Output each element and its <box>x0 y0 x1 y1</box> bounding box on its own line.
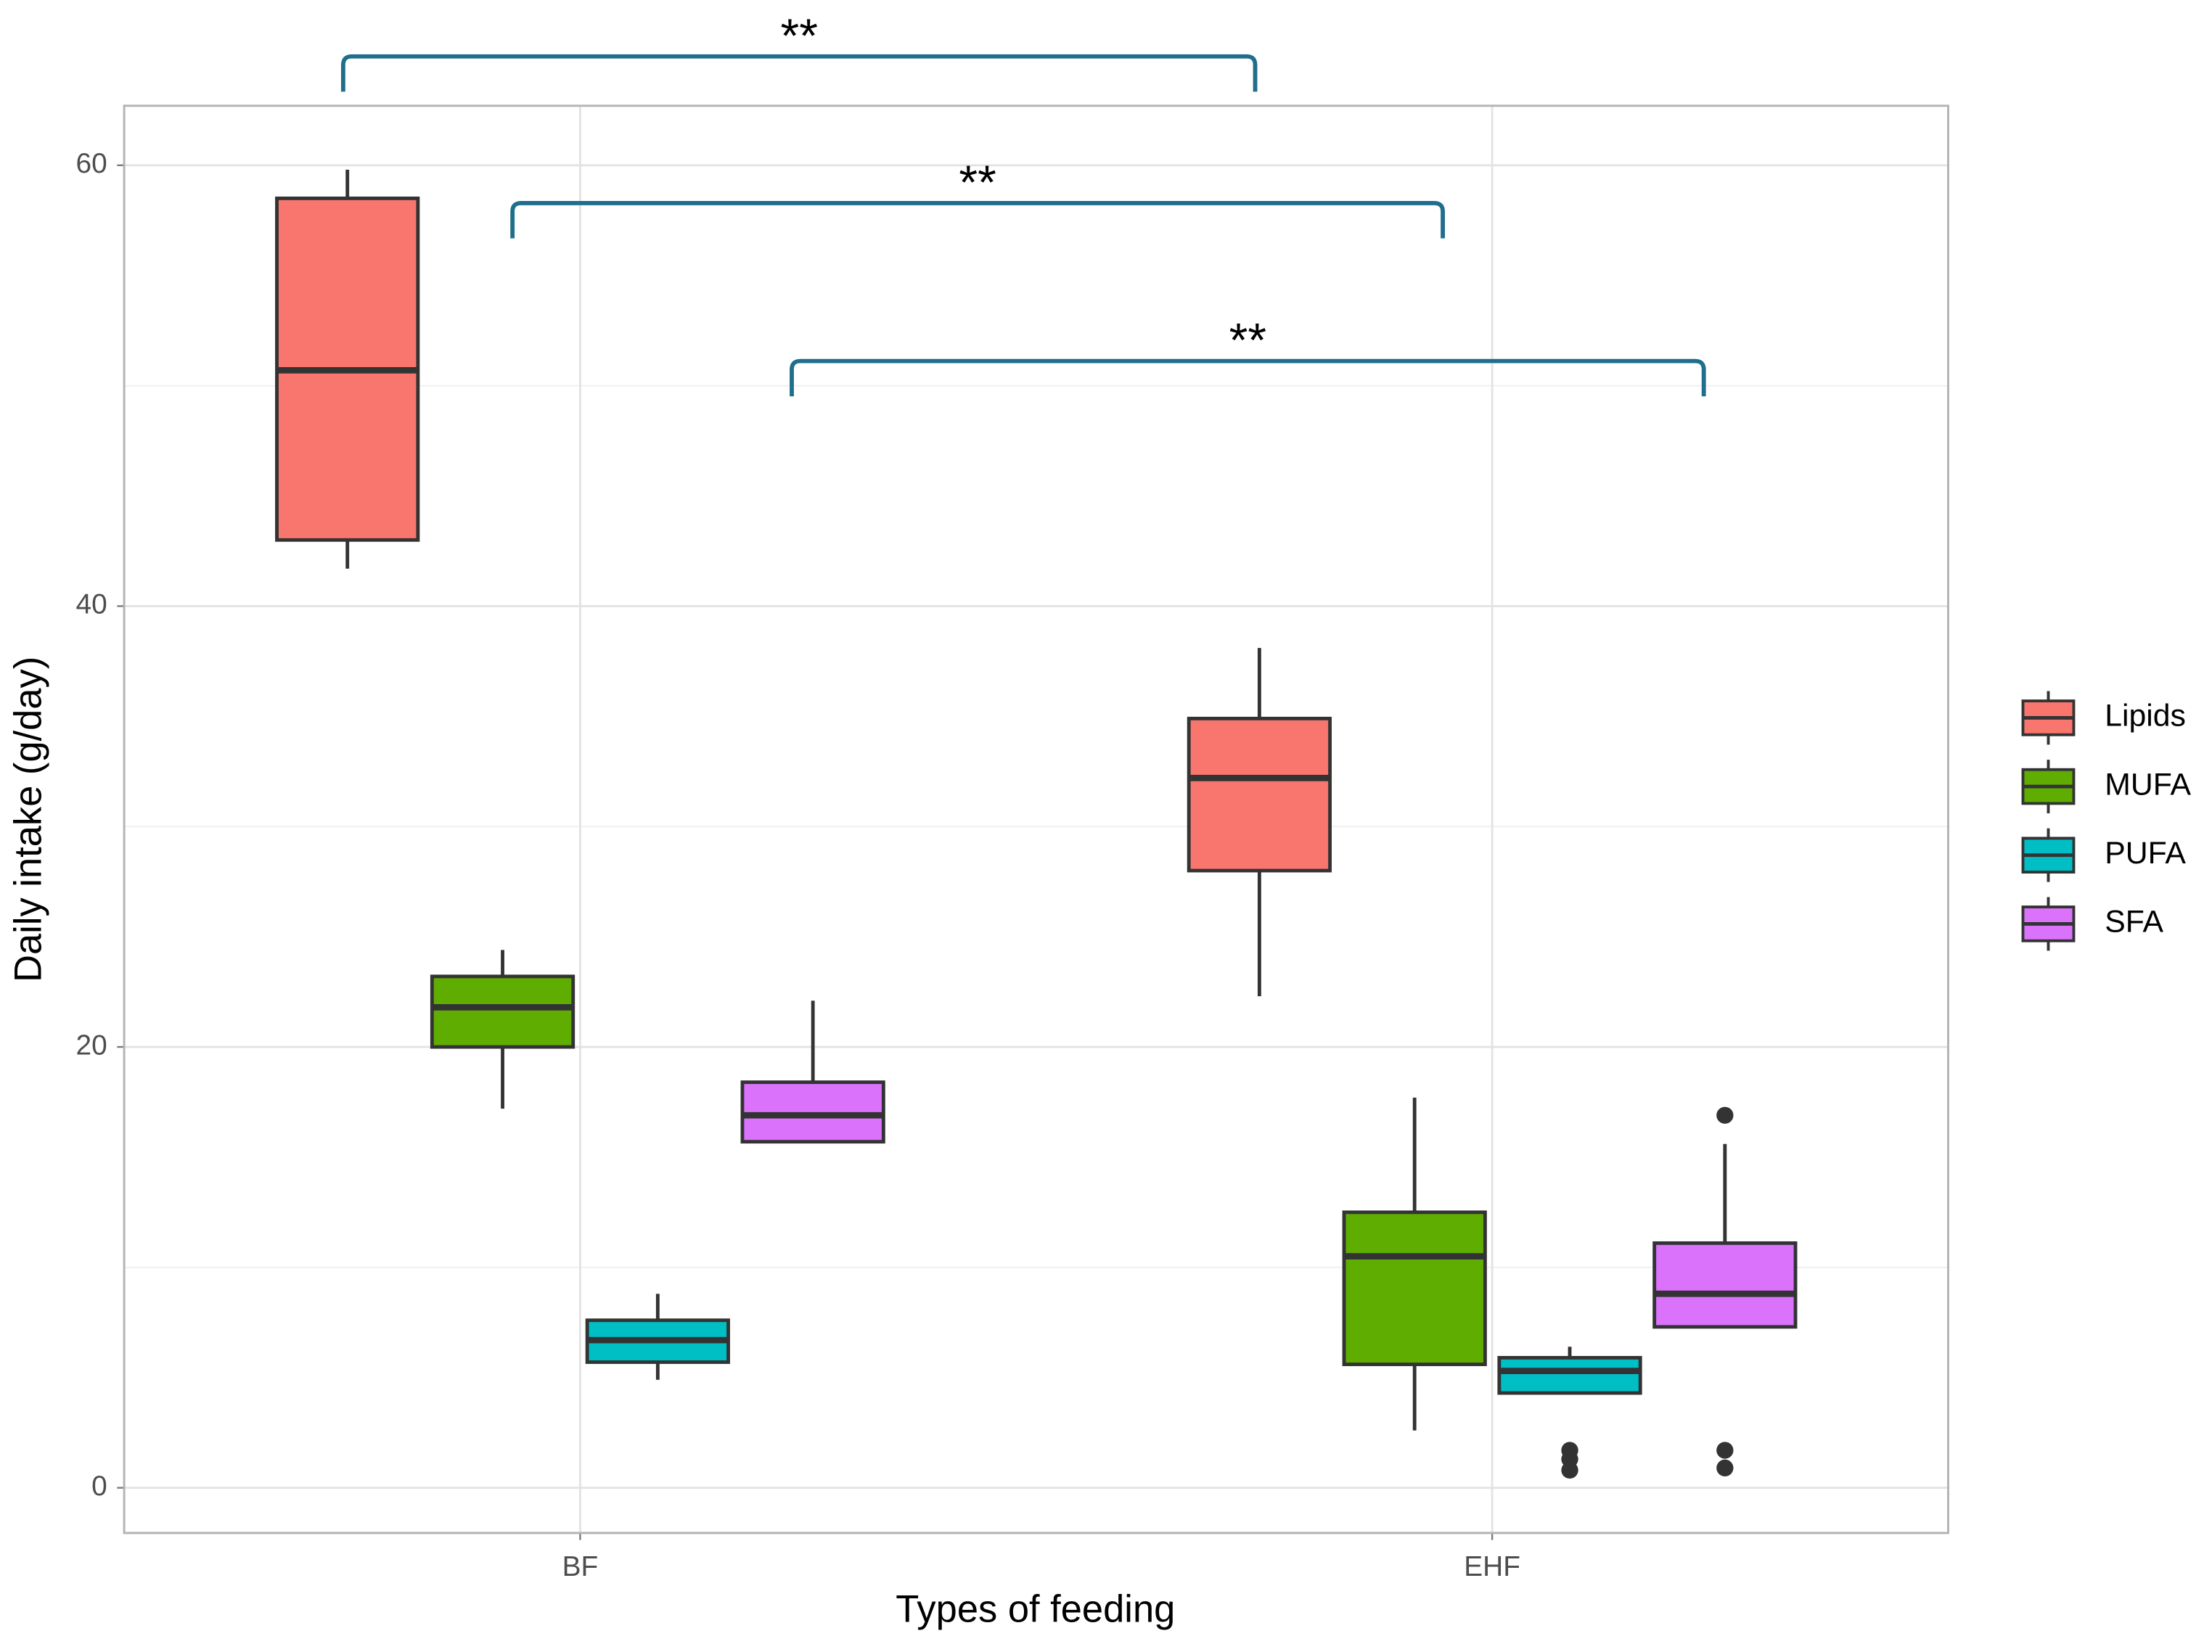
y-axis-title: Daily intake (g/day) <box>7 657 50 982</box>
significance-bracket <box>790 358 1706 397</box>
x-axis-title: Types of feeding <box>896 1588 1175 1631</box>
box <box>740 1080 885 1144</box>
significance-bracket <box>510 200 1446 239</box>
legend-label: Lipids <box>2105 699 2186 733</box>
x-tick-label: BF <box>562 1551 599 1582</box>
legend-label: SFA <box>2105 905 2163 940</box>
legend-label: PUFA <box>2105 836 2186 871</box>
x-tick-label: EHF <box>1464 1551 1520 1582</box>
outlier <box>1716 1442 1734 1459</box>
box <box>1652 1241 1798 1329</box>
legend-label: MUFA <box>2105 767 2191 802</box>
box <box>1342 1210 1487 1366</box>
significance-label: ** <box>780 9 817 63</box>
box <box>1187 716 1332 873</box>
panel-border <box>123 104 1949 1534</box>
panel-background <box>124 105 1949 1533</box>
significance-label: ** <box>959 156 996 210</box>
outlier <box>1561 1461 1578 1479</box>
box <box>1497 1355 1642 1395</box>
significance-label: ** <box>1229 314 1266 368</box>
y-tick-label: 20 <box>76 1030 107 1061</box>
box <box>430 974 575 1049</box>
outlier <box>1716 1106 1734 1124</box>
y-tick-label: 60 <box>76 148 107 179</box>
significance-bracket <box>340 54 1258 92</box>
y-tick-label: 40 <box>76 589 107 620</box>
outlier <box>1716 1459 1734 1476</box>
y-tick-label: 0 <box>91 1471 107 1502</box>
